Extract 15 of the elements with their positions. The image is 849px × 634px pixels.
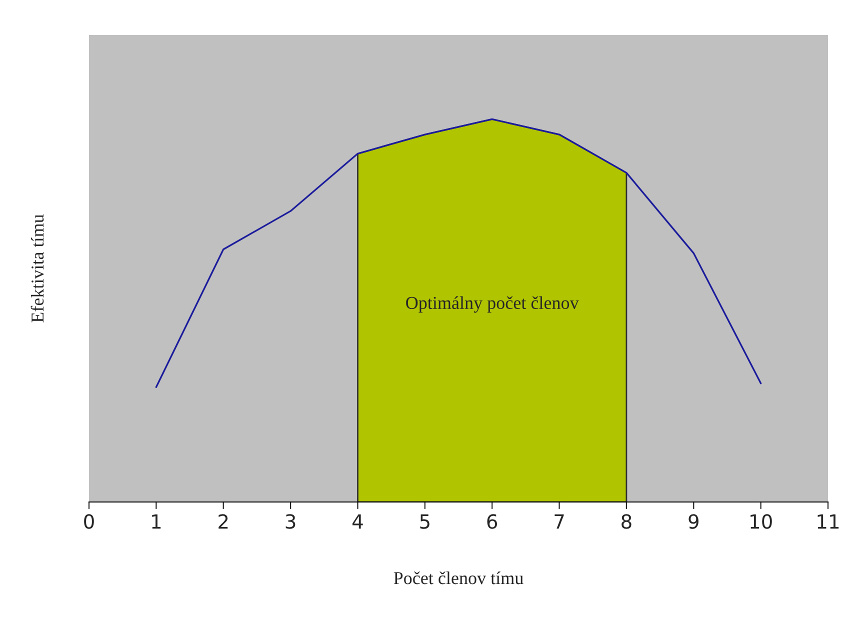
x-tick-label: 1: [152, 514, 161, 529]
x-tick-label: 0: [84, 514, 94, 529]
x-tick-label: 11: [818, 514, 839, 529]
x-tick-label: 5: [420, 514, 430, 529]
x-tick-label: 6: [487, 514, 498, 529]
y-axis-title: Efektivita tímu: [30, 214, 44, 322]
x-tick-label: 4: [352, 514, 363, 529]
x-tick-label: 9: [688, 514, 698, 529]
x-axis-title: Počet členov tímu: [394, 571, 524, 584]
x-tick-label: 8: [622, 514, 632, 529]
x-tick-label: 10: [750, 514, 772, 529]
annotation: Optimálny počet členov: [406, 296, 579, 313]
x-tick-label: 2: [218, 514, 228, 529]
x-tick-label: 3: [286, 514, 296, 529]
x-tick-label: 7: [554, 514, 564, 529]
